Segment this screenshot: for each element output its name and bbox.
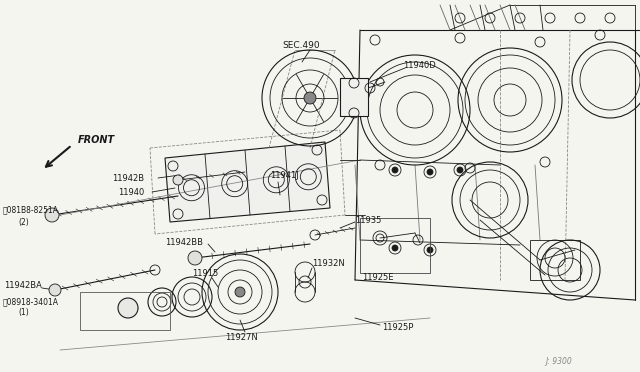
Circle shape	[173, 175, 183, 185]
Circle shape	[45, 208, 59, 222]
Circle shape	[427, 247, 433, 253]
Text: (2): (2)	[18, 218, 29, 227]
Text: 11940D: 11940D	[403, 61, 436, 70]
Text: 11942B: 11942B	[112, 173, 144, 183]
Polygon shape	[165, 142, 330, 222]
Text: 11925E: 11925E	[362, 273, 394, 282]
Text: FRONT: FRONT	[78, 135, 115, 145]
Text: 11940: 11940	[118, 187, 144, 196]
Text: 11927N: 11927N	[225, 334, 258, 343]
Circle shape	[392, 167, 398, 173]
Circle shape	[427, 169, 433, 175]
Bar	[530, 240, 580, 280]
Circle shape	[392, 245, 398, 251]
Circle shape	[49, 284, 61, 296]
Text: 11915: 11915	[192, 269, 218, 278]
Text: 11925P: 11925P	[382, 324, 413, 333]
Text: 11941J: 11941J	[270, 170, 299, 180]
Text: 11942BB: 11942BB	[165, 237, 203, 247]
Text: J: 9300: J: 9300	[545, 357, 572, 366]
Text: SEC.490: SEC.490	[282, 41, 319, 49]
Text: (1): (1)	[18, 308, 29, 317]
Text: 11932N: 11932N	[312, 260, 345, 269]
Text: 11935: 11935	[355, 215, 381, 224]
Bar	[80, 292, 170, 330]
Bar	[340, 78, 368, 116]
Text: 11942BA: 11942BA	[4, 282, 42, 291]
Text: Ⓝ08918-3401A: Ⓝ08918-3401A	[3, 298, 59, 307]
Circle shape	[457, 167, 463, 173]
Text: Ⓑ081B8-8251A: Ⓑ081B8-8251A	[3, 205, 59, 215]
Circle shape	[188, 251, 202, 265]
Bar	[360, 218, 430, 273]
Circle shape	[235, 287, 245, 297]
Circle shape	[118, 298, 138, 318]
Circle shape	[304, 92, 316, 104]
